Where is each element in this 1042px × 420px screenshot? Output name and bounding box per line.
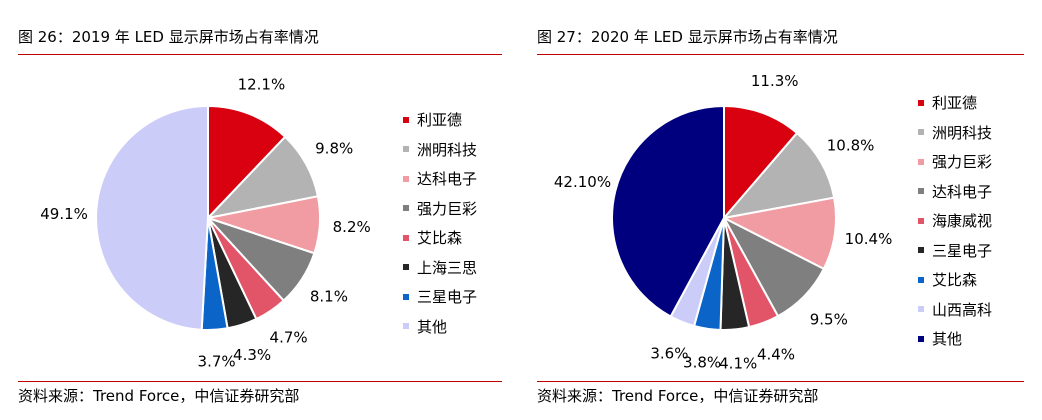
legend-label: 艾比森 bbox=[417, 229, 463, 248]
pie-slice-0 bbox=[207, 104, 287, 221]
source-rule bbox=[537, 381, 1024, 382]
legend-item: 强力巨彩 bbox=[918, 147, 992, 177]
legend-swatch bbox=[403, 116, 409, 123]
legend-swatch bbox=[403, 293, 409, 300]
pie-slice-8 bbox=[611, 104, 725, 318]
legend-label: 其他 bbox=[932, 330, 963, 349]
data-label-0: 11.3% bbox=[751, 72, 799, 90]
legend-swatch bbox=[403, 234, 409, 241]
data-label-4: 4.7% bbox=[270, 328, 308, 346]
legend-item: 上海三思 bbox=[403, 253, 477, 283]
data-label-8: 42.10% bbox=[554, 173, 611, 191]
pie-chart-2020: 11.3% 10.8% 10.4% 9.5% 4.4%4.1%3.8%3.6% 42.10… bbox=[554, 72, 893, 372]
data-label-4: 4.4% bbox=[757, 345, 795, 363]
pie-slice-0 bbox=[723, 104, 799, 221]
legend-swatch bbox=[918, 129, 924, 136]
legend-label: 利亚德 bbox=[932, 94, 978, 113]
legend-label: 海康威视 bbox=[932, 212, 993, 231]
data-label-5: 4.1% bbox=[719, 354, 757, 372]
legend-item: 达科电子 bbox=[918, 177, 992, 207]
legend: 利亚德洲明科技强力巨彩达科电子海康威视三星电子艾比森山西高科其他 bbox=[918, 88, 992, 354]
legend-item: 三星电子 bbox=[403, 282, 477, 312]
legend-swatch bbox=[403, 264, 409, 271]
legend-label: 上海三思 bbox=[417, 258, 478, 277]
source-note: 资料来源：Trend Force，中信证券研究部 bbox=[18, 387, 300, 405]
legend-swatch bbox=[918, 188, 924, 195]
pie-chart-2019: 12.1% 9.8% 8.2% 8.1% 4.7%4.3%3.7% 49.1% bbox=[40, 75, 371, 371]
chart-title: 图 26：2019 年 LED 显示屏市场占有率情况 bbox=[18, 28, 319, 46]
legend-label: 强力巨彩 bbox=[932, 153, 993, 172]
legend-swatch bbox=[918, 276, 924, 283]
legend-item: 三星电子 bbox=[918, 236, 992, 266]
data-label-3: 8.1% bbox=[310, 287, 348, 305]
chart-panel-2020: 图 27：2020 年 LED 显示屏市场占有率情况 11.3% 10.8% 10.… bbox=[530, 0, 1042, 420]
legend-label: 洲明科技 bbox=[417, 140, 478, 159]
legend-item: 利亚德 bbox=[403, 105, 477, 135]
pie-slice-2 bbox=[720, 196, 837, 271]
data-label-0: 12.1% bbox=[238, 75, 286, 93]
pie-slice-1 bbox=[721, 131, 836, 220]
data-label-1: 9.8% bbox=[315, 140, 353, 158]
legend-item: 艾比森 bbox=[918, 265, 992, 295]
legend-item: 洲明科技 bbox=[403, 135, 477, 165]
data-label-5: 4.3% bbox=[233, 346, 271, 364]
data-label-6: 3.7% bbox=[198, 353, 236, 371]
legend-item: 达科电子 bbox=[403, 164, 477, 194]
chart-panel-2019: 图 26：2019 年 LED 显示屏市场占有率情况 12.1% 9.8% 8.2%… bbox=[0, 0, 520, 420]
legend-item: 海康威视 bbox=[918, 206, 992, 236]
source-rule bbox=[18, 381, 502, 382]
legend-swatch bbox=[918, 335, 924, 342]
data-label-1: 10.8% bbox=[827, 136, 875, 154]
data-label-2: 10.4% bbox=[845, 230, 893, 248]
legend-item: 其他 bbox=[403, 312, 477, 342]
legend-label: 强力巨彩 bbox=[417, 199, 478, 218]
legend-label: 三星电子 bbox=[417, 288, 478, 307]
legend-label: 艾比森 bbox=[932, 271, 978, 290]
legend-swatch bbox=[403, 323, 409, 330]
source-note: 资料来源：Trend Force，中信证券研究部 bbox=[537, 387, 819, 405]
legend-item: 其他 bbox=[918, 324, 992, 354]
title-rule bbox=[18, 54, 502, 55]
legend-item: 山西高科 bbox=[918, 295, 992, 325]
legend-swatch bbox=[918, 306, 924, 313]
legend-label: 洲明科技 bbox=[932, 123, 993, 142]
legend-label: 达科电子 bbox=[417, 170, 478, 189]
pie-slice-7 bbox=[95, 104, 209, 331]
legend-swatch bbox=[403, 146, 409, 153]
legend-swatch bbox=[918, 99, 924, 106]
legend-swatch bbox=[403, 205, 409, 212]
data-label-3: 9.5% bbox=[810, 311, 848, 329]
legend-item: 洲明科技 bbox=[918, 118, 992, 148]
data-label-7: 49.1% bbox=[40, 205, 88, 223]
legend-label: 山西高科 bbox=[932, 300, 993, 319]
legend-swatch bbox=[403, 175, 409, 182]
title-rule bbox=[537, 54, 1024, 55]
legend-label: 其他 bbox=[417, 317, 448, 336]
data-label-7: 3.6% bbox=[650, 344, 688, 362]
legend-swatch bbox=[918, 247, 924, 254]
chart-title: 图 27：2020 年 LED 显示屏市场占有率情况 bbox=[537, 28, 838, 46]
legend-item: 艾比森 bbox=[403, 223, 477, 253]
legend-label: 三星电子 bbox=[932, 241, 993, 260]
data-label-2: 8.2% bbox=[333, 218, 371, 236]
legend-item: 强力巨彩 bbox=[403, 194, 477, 224]
legend-item: 利亚德 bbox=[918, 88, 992, 118]
legend-swatch bbox=[918, 158, 924, 165]
legend-swatch bbox=[918, 217, 924, 224]
legend: 利亚德洲明科技达科电子强力巨彩艾比森上海三思三星电子其他 bbox=[403, 105, 477, 341]
legend-label: 利亚德 bbox=[417, 111, 463, 130]
data-label-6: 3.8% bbox=[683, 353, 721, 371]
legend-label: 达科电子 bbox=[932, 182, 993, 201]
